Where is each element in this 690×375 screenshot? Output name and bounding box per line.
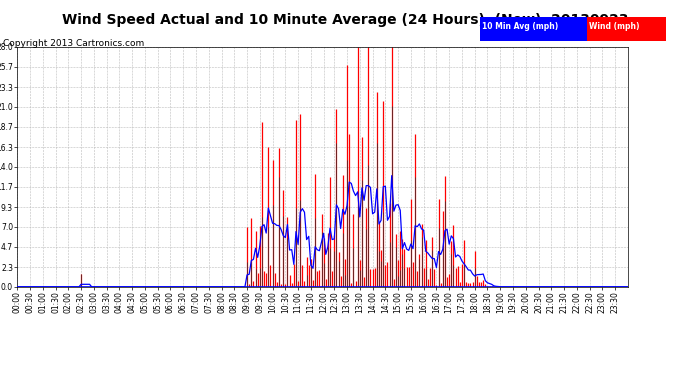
Text: Copyright 2013 Cartronics.com: Copyright 2013 Cartronics.com [3,39,145,48]
Text: Wind (mph): Wind (mph) [589,22,639,31]
Text: 10 Min Avg (mph): 10 Min Avg (mph) [482,22,558,31]
Text: Wind Speed Actual and 10 Minute Average (24 Hours)  (New)  20130923: Wind Speed Actual and 10 Minute Average … [61,13,629,27]
